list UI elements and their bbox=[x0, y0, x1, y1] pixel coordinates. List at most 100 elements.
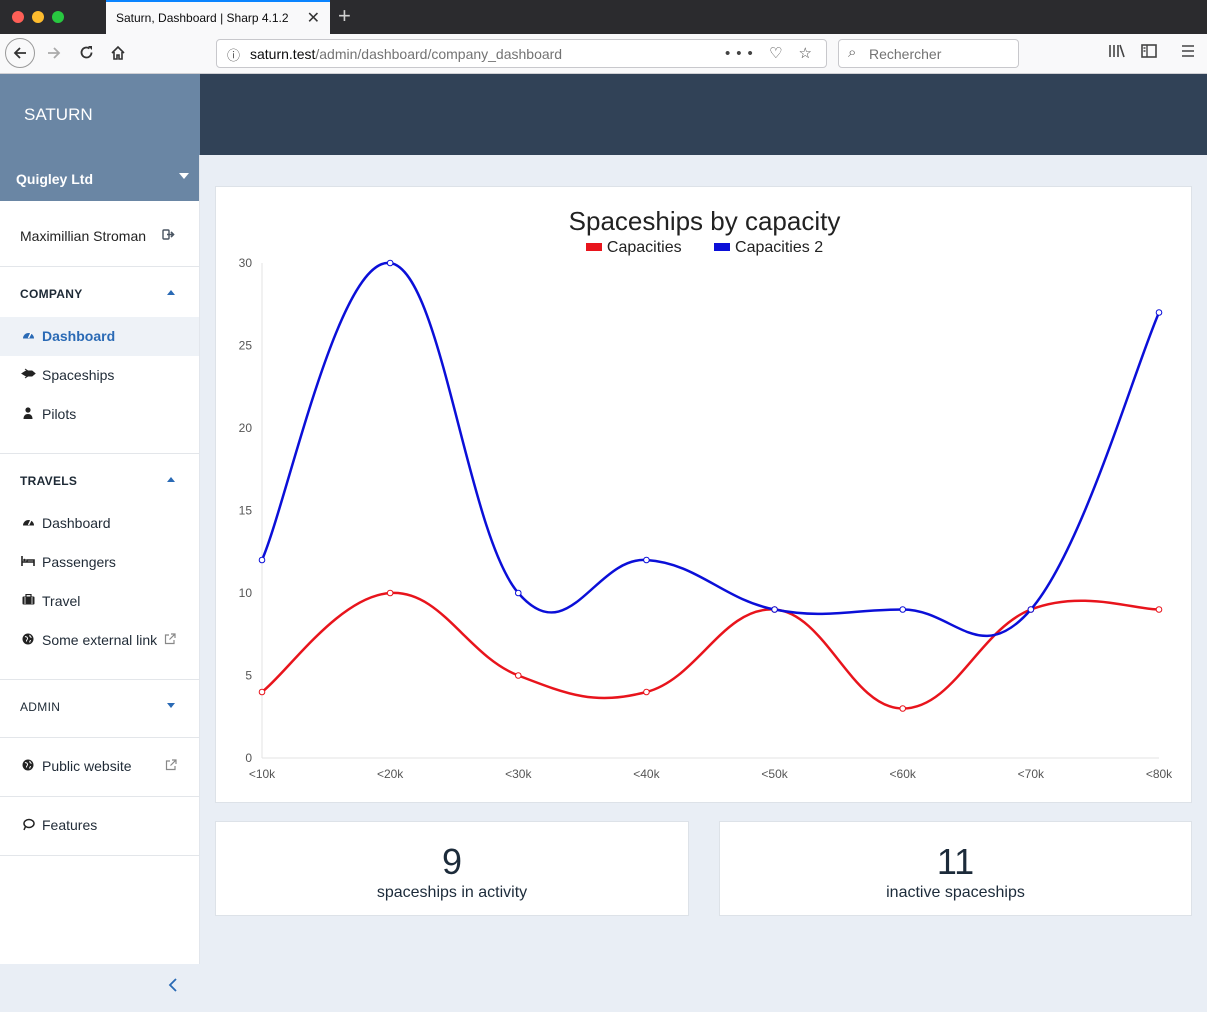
sidebar-item-external-link[interactable]: Some external link bbox=[0, 621, 199, 660]
caret-up-icon bbox=[167, 477, 175, 482]
sidebar-item-label: Pilots bbox=[42, 406, 77, 422]
legend-label: Capacities 2 bbox=[735, 239, 824, 256]
new-tab-button[interactable]: + bbox=[338, 3, 351, 28]
search-icon: ⌕ bbox=[848, 44, 857, 61]
forward-button[interactable] bbox=[40, 39, 68, 67]
sidebar-item-label: Some external link bbox=[42, 632, 158, 648]
library-icon[interactable] bbox=[1108, 43, 1126, 64]
data-point bbox=[899, 705, 907, 712]
company-selector[interactable]: Quigley Ltd bbox=[0, 155, 199, 201]
data-point bbox=[258, 688, 266, 696]
tab-title: Saturn, Dashboard | Sharp 4.1.2 bbox=[116, 11, 289, 25]
lasso-icon bbox=[21, 818, 35, 834]
y-tick-label: 0 bbox=[245, 751, 252, 765]
data-point bbox=[1155, 606, 1163, 613]
url-host: saturn.test bbox=[250, 46, 316, 62]
legend-item-capacities[interactable]: Capacities bbox=[585, 239, 682, 257]
search-placeholder: Rechercher bbox=[869, 46, 942, 62]
user-name: Maximillian Stroman bbox=[20, 228, 147, 244]
data-point bbox=[1027, 606, 1035, 613]
y-tick-label: 25 bbox=[239, 339, 253, 353]
travels-section: TRAVELS Dashboard Passengers Travel S bbox=[0, 454, 199, 680]
forward-arrow-icon bbox=[48, 47, 61, 59]
sidebar-item-pilots[interactable]: Pilots bbox=[0, 395, 199, 434]
legend-label: Capacities bbox=[606, 239, 682, 256]
sidebar-item-travel[interactable]: Travel bbox=[0, 582, 199, 621]
dashboard-icon bbox=[21, 329, 35, 343]
x-tick-label: <10k bbox=[249, 767, 276, 781]
y-tick-label: 10 bbox=[239, 586, 253, 600]
travels-section-header[interactable]: TRAVELS bbox=[0, 454, 199, 504]
sidebar-item-features[interactable]: Features bbox=[0, 806, 199, 845]
stat-label: inactive spaceships bbox=[886, 884, 1025, 901]
chart-legend: Capacities Capacities 2 bbox=[216, 239, 1193, 257]
sidebar-item-public-website[interactable]: Public website bbox=[0, 747, 199, 786]
sidebar-item-passengers[interactable]: Passengers bbox=[0, 543, 199, 582]
stat-value: 11 bbox=[936, 841, 975, 882]
y-tick-label: 5 bbox=[245, 669, 252, 683]
company-section-header[interactable]: COMPANY bbox=[0, 267, 199, 317]
browser-titlebar: Saturn, Dashboard | Sharp 4.1.2 ✕ + bbox=[0, 0, 1207, 34]
sidebar-collapse-bar[interactable] bbox=[0, 964, 200, 1012]
legend-item-capacities-2[interactable]: Capacities 2 bbox=[714, 239, 823, 257]
x-tick-label: <80k bbox=[1146, 767, 1173, 781]
sidebar-item-label: Travel bbox=[42, 593, 81, 609]
browser-navbar: ⓘ saturn.test/admin/dashboard/company_da… bbox=[0, 34, 1207, 74]
caret-up-icon bbox=[167, 290, 175, 295]
app-brand[interactable]: SATURN bbox=[0, 74, 200, 155]
external-link-icon bbox=[164, 633, 176, 648]
home-button[interactable] bbox=[104, 39, 132, 67]
app-topbar bbox=[200, 74, 1207, 155]
close-tab-icon[interactable]: ✕ bbox=[306, 10, 320, 27]
sidebar-toggle-icon[interactable] bbox=[1140, 43, 1158, 64]
back-button[interactable] bbox=[5, 38, 35, 68]
reload-button[interactable] bbox=[72, 39, 100, 67]
data-point bbox=[643, 688, 650, 696]
close-window-button[interactable] bbox=[12, 11, 24, 23]
spaceship-icon bbox=[21, 368, 36, 382]
url-bar[interactable]: ⓘ saturn.test/admin/dashboard/company_da… bbox=[216, 39, 827, 68]
reload-icon bbox=[80, 46, 92, 59]
travels-section-title: TRAVELS bbox=[20, 474, 78, 488]
sidebar-item-spaceships[interactable]: Spaceships bbox=[0, 356, 199, 395]
stat-label: spaceships in activity bbox=[376, 884, 528, 901]
caret-down-icon bbox=[167, 703, 175, 708]
page-actions-icon[interactable]: ••• ♡ ☆ bbox=[725, 45, 818, 62]
info-icon[interactable]: ⓘ bbox=[227, 48, 241, 63]
public-website-section: Public website bbox=[0, 738, 199, 797]
x-tick-label: <30k bbox=[505, 767, 532, 781]
sidebar-item-label: Spaceships bbox=[42, 367, 115, 383]
admin-section-header[interactable]: ADMIN bbox=[0, 680, 199, 730]
sidebar-item-label: Dashboard bbox=[42, 515, 111, 531]
company-section: COMPANY Dashboard Spaceships Pilots bbox=[0, 267, 199, 454]
data-point bbox=[386, 259, 394, 267]
logout-icon[interactable] bbox=[162, 229, 175, 243]
sidebar-item-label: Passengers bbox=[42, 554, 116, 570]
chart-title: Spaceships by capacity bbox=[568, 206, 841, 236]
search-input[interactable]: ⌕ Rechercher bbox=[838, 39, 1019, 68]
minimize-window-button[interactable] bbox=[32, 11, 44, 23]
dashboard-icon bbox=[21, 516, 35, 530]
browser-tab[interactable]: Saturn, Dashboard | Sharp 4.1.2 ✕ bbox=[106, 0, 330, 34]
globe-icon bbox=[21, 759, 35, 774]
sidebar-item-dashboard[interactable]: Dashboard bbox=[0, 317, 199, 356]
hamburger-menu-icon[interactable] bbox=[1180, 43, 1196, 64]
y-tick-label: 20 bbox=[239, 421, 253, 435]
home-icon bbox=[111, 45, 125, 60]
x-tick-label: <70k bbox=[1018, 767, 1045, 781]
data-point bbox=[899, 606, 907, 613]
data-point bbox=[258, 556, 266, 564]
data-point bbox=[386, 589, 394, 597]
data-point bbox=[771, 606, 778, 613]
sidebar-item-travels-dashboard[interactable]: Dashboard bbox=[0, 504, 199, 543]
chevron-left-icon[interactable] bbox=[168, 976, 178, 997]
maximize-window-button[interactable] bbox=[52, 11, 64, 23]
x-tick-label: <50k bbox=[761, 767, 788, 781]
globe-icon bbox=[21, 633, 35, 648]
sidebar-item-label: Features bbox=[42, 817, 98, 833]
external-link-icon bbox=[165, 759, 177, 774]
stat-card-active: 9 spaceships in activity bbox=[215, 821, 689, 916]
capacity-line-chart: 0 5 10 15 20 25 30 <10k <20k <30k <40k <50k <60k <70k… bbox=[239, 256, 1174, 781]
y-tick-label: 15 bbox=[239, 504, 253, 518]
x-tick-label: <40k bbox=[633, 767, 660, 781]
